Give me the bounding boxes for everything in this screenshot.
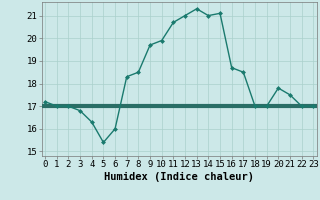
X-axis label: Humidex (Indice chaleur): Humidex (Indice chaleur) xyxy=(104,172,254,182)
